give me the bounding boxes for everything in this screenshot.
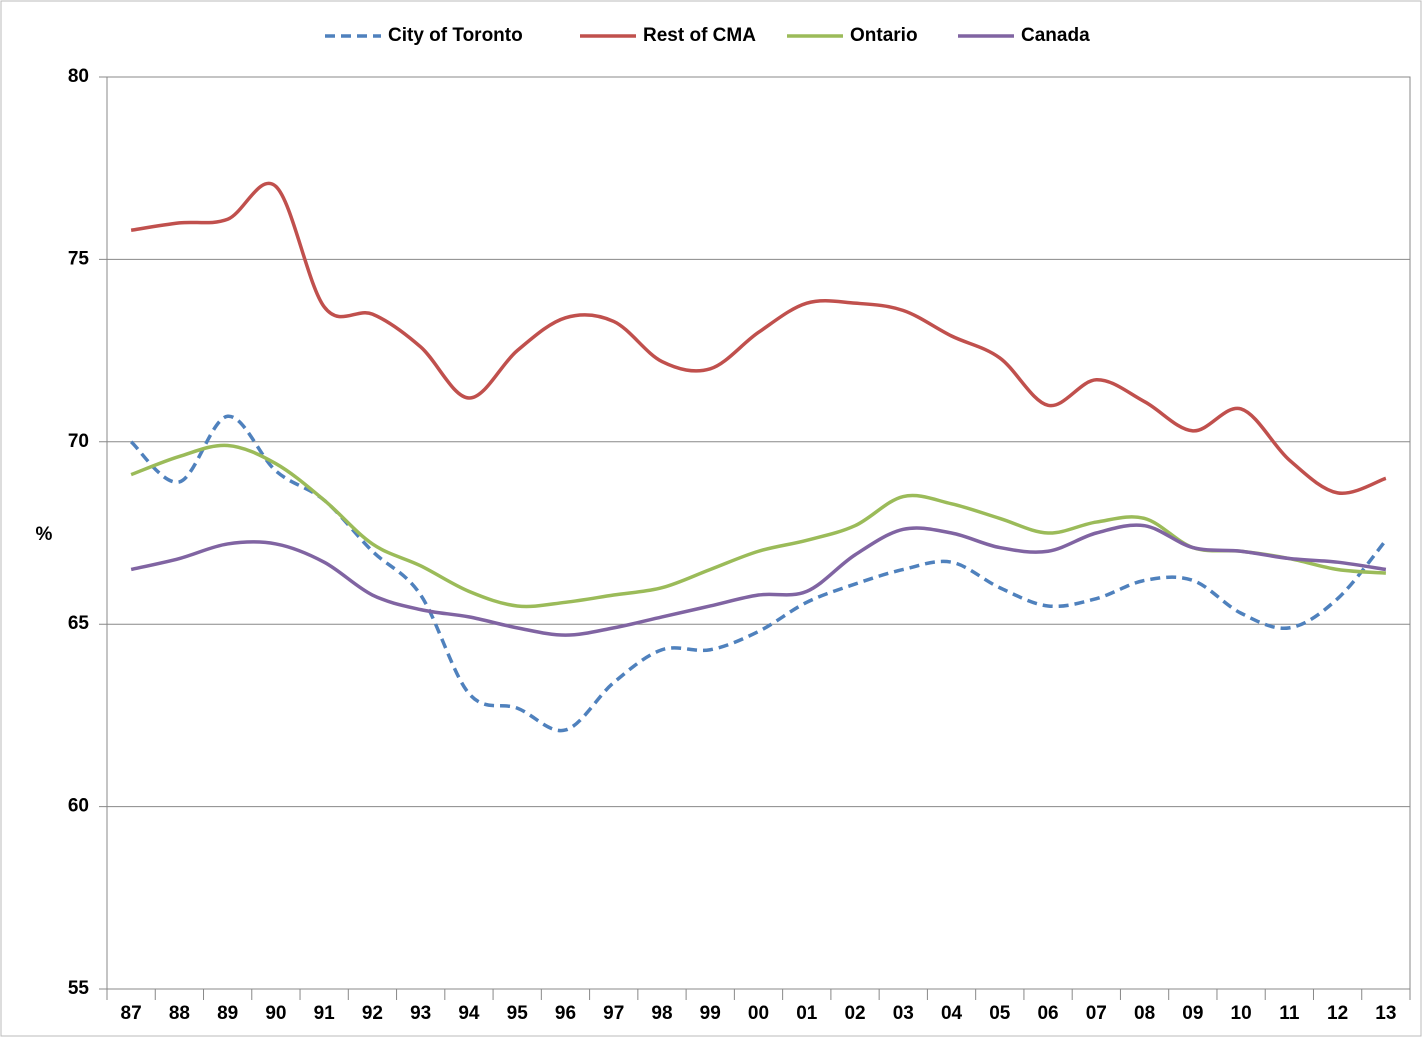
- x-tick-label: 96: [555, 1003, 576, 1024]
- series-line: [129, 414, 1388, 733]
- series-line: [130, 523, 1387, 637]
- legend-label: Canada: [1021, 25, 1090, 46]
- x-tick-label: 06: [1037, 1003, 1058, 1024]
- series-line: [130, 443, 1387, 609]
- y-tick-label: 65: [68, 613, 90, 634]
- plot-border: [106, 76, 1411, 990]
- y-tick-label: 55: [68, 978, 90, 999]
- x-tick-label: 03: [893, 1003, 914, 1024]
- y-tick-label: 80: [68, 66, 89, 87]
- legend-label: City of Toronto: [388, 25, 523, 46]
- x-tick-label: 90: [265, 1003, 286, 1024]
- x-tick-label: 10: [1231, 1003, 1252, 1024]
- legend-label: Rest of CMA: [643, 25, 756, 46]
- series-line: [130, 181, 1387, 495]
- x-tick-label: 94: [458, 1003, 480, 1024]
- x-tick-label: 88: [169, 1003, 190, 1024]
- x-tick-label: 89: [217, 1003, 238, 1024]
- y-axis-label: %: [36, 524, 53, 545]
- x-tick-label: 01: [796, 1003, 818, 1024]
- x-tick-label: 08: [1134, 1003, 1155, 1024]
- x-tick-label: 92: [362, 1003, 383, 1024]
- x-tick-label: 99: [700, 1003, 721, 1024]
- y-tick-label: 60: [68, 796, 89, 817]
- x-tick-label: 02: [844, 1003, 865, 1024]
- x-tick-label: 13: [1375, 1003, 1396, 1024]
- x-tick-label: 12: [1327, 1003, 1348, 1024]
- x-tick-label: 04: [941, 1003, 963, 1024]
- x-tick-label: 91: [314, 1003, 336, 1024]
- x-tick-label: 95: [507, 1003, 529, 1024]
- x-tick-label: 98: [651, 1003, 672, 1024]
- x-tick-label: 09: [1182, 1003, 1203, 1024]
- x-tick-label: 11: [1279, 1003, 1300, 1024]
- x-tick-label: 07: [1086, 1003, 1107, 1024]
- x-tick-label: 87: [121, 1003, 142, 1024]
- x-tick-label: 00: [748, 1003, 769, 1024]
- legend-label: Ontario: [850, 25, 918, 46]
- y-tick-label: 75: [68, 248, 90, 269]
- y-tick-label: 70: [68, 431, 89, 452]
- x-tick-label: 93: [410, 1003, 431, 1024]
- x-tick-label: 97: [603, 1003, 624, 1024]
- x-tick-label: 05: [989, 1003, 1011, 1024]
